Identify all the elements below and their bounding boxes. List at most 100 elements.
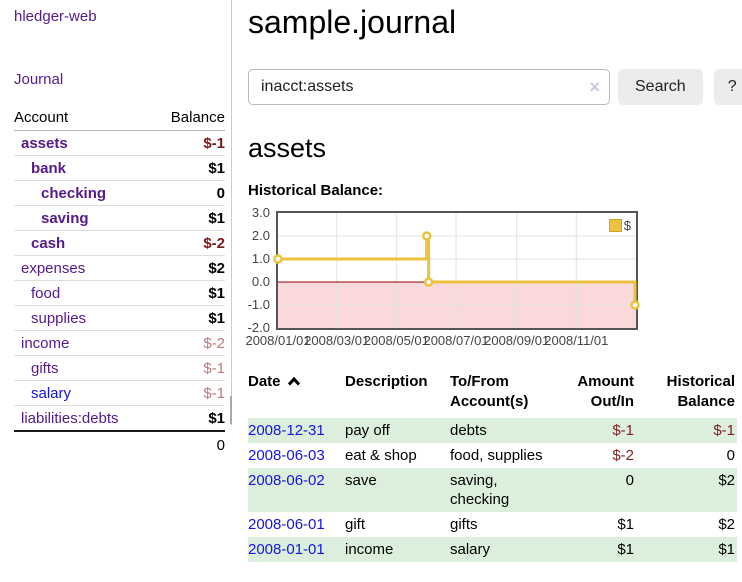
account-link-saving[interactable]: saving	[41, 210, 89, 227]
account-row: salary $-1	[14, 380, 225, 406]
transaction-date-link[interactable]: 2008-01-01	[248, 541, 325, 558]
transaction-description: gift	[345, 516, 366, 533]
account-heading: assets	[248, 133, 327, 163]
account-row: gifts $-1	[14, 355, 225, 381]
account-link-cash[interactable]: cash	[31, 235, 66, 252]
account-link-checking[interactable]: checking	[41, 185, 107, 202]
account-balance: $-2	[152, 330, 225, 356]
account-balance: $2	[152, 255, 225, 281]
transaction-description: pay off	[345, 422, 390, 439]
register-col-balance: Historical Balance	[666, 373, 735, 410]
transaction-row: 2008-06-02 save saving, checking 0 $2	[248, 468, 737, 512]
transaction-amount: 0	[625, 472, 634, 489]
account-balance: $-2	[152, 230, 225, 256]
page-title: sample.journal	[248, 4, 457, 40]
y-tick-label: -1.0	[247, 297, 270, 312]
register-col-description: Description	[345, 373, 428, 390]
transaction-balance: $-1	[713, 422, 735, 439]
balance-chart-plot: $	[273, 211, 640, 330]
y-tick-label: 3.0	[251, 205, 270, 220]
x-axis-labels: 2008/01/01 2008/03/01 2008/05/01 2008/07/01…	[245, 330, 636, 348]
account-balance: $-1	[152, 380, 225, 406]
transaction-date-link[interactable]: 2008-06-03	[248, 447, 325, 464]
page: hledger-web Journal Account Balance asse…	[0, 0, 742, 562]
search-form: × Search ?	[248, 69, 742, 105]
x-tick-label: 2008/07/01	[423, 333, 489, 348]
chart-legend: $	[608, 218, 631, 233]
transaction-balance: $2	[718, 472, 735, 489]
search-button[interactable]: Search	[618, 69, 703, 105]
y-tick-label: 0.0	[251, 274, 270, 289]
transaction-balance: 0	[726, 447, 735, 464]
accounts-col-account: Account	[14, 106, 153, 131]
accounts-col-balance: Balance	[152, 106, 225, 131]
account-row: saving $1	[14, 205, 225, 231]
register-header-row: Date Description To/From Account(s) Amoun…	[248, 370, 737, 418]
account-balance: $-1	[152, 130, 225, 156]
transaction-date-link[interactable]: 2008-12-31	[248, 422, 325, 439]
account-balance: $1	[152, 155, 225, 181]
chart-title: Historical Balance:	[248, 182, 384, 199]
chart-canvas	[273, 213, 640, 328]
transaction-row: 2008-06-01 gift gifts $1 $2	[248, 512, 737, 537]
account-row: supplies $1	[14, 305, 225, 331]
transaction-row: 2008-01-01 income salary $1 $1	[248, 537, 737, 562]
x-tick-label: 2008/01/01	[245, 333, 311, 348]
account-balance: $1	[152, 205, 225, 231]
sidebar-scrollbar-thumb[interactable]	[230, 396, 232, 424]
transaction-description: income	[345, 541, 394, 558]
account-balance: $-1	[152, 355, 225, 381]
transaction-row: 2008-12-31 pay off debts $-1 $-1	[248, 418, 737, 443]
main-content: sample.journal × Search ? assets Histori…	[232, 0, 742, 562]
account-row: checking 0	[14, 180, 225, 206]
sidebar-divider	[231, 0, 232, 425]
sort-ascending-icon[interactable]	[287, 376, 301, 387]
search-input[interactable]	[248, 69, 610, 105]
transaction-balance: $2	[718, 516, 735, 533]
transaction-date-link[interactable]: 2008-06-02	[248, 472, 325, 489]
account-link-supplies[interactable]: supplies	[31, 310, 87, 327]
transaction-description: eat & shop	[345, 447, 417, 464]
account-link-expenses[interactable]: expenses	[21, 260, 86, 277]
accounts-header-row: Account Balance	[14, 106, 225, 131]
register-table: Date Description To/From Account(s) Amoun…	[248, 370, 737, 562]
accounts-total-balance: 0	[152, 430, 225, 457]
x-tick-label: 2008/03/01	[304, 333, 370, 348]
account-row: income $-2	[14, 330, 225, 356]
transaction-accounts: food, supplies	[450, 447, 543, 464]
sidebar-item-journal[interactable]: Journal	[14, 71, 64, 88]
account-link-gifts[interactable]: gifts	[31, 360, 59, 377]
account-link-salary[interactable]: salary	[31, 385, 72, 402]
y-axis-labels: 3.0 2.0 1.0 0.0 -1.0 -2.0	[247, 206, 273, 335]
transaction-balance: $1	[718, 541, 735, 558]
register-col-date[interactable]: Date	[248, 370, 345, 418]
transaction-amount: $-2	[612, 447, 634, 464]
transaction-amount: $1	[617, 541, 634, 558]
account-row: bank $1	[14, 155, 225, 181]
sidebar: hledger-web Journal Account Balance asse…	[0, 0, 232, 562]
transaction-date-link[interactable]: 2008-06-01	[248, 516, 325, 533]
transaction-amount: $-1	[612, 422, 634, 439]
balance-chart: 3.0 2.0 1.0 0.0 -1.0 -2.0 $	[247, 206, 742, 335]
legend-label: $	[623, 218, 631, 233]
accounts-table: Account Balance assets $-1 bank $1 check…	[14, 106, 225, 457]
account-balance: $1	[152, 280, 225, 306]
account-link-liabilities-debts[interactable]: liabilities:debts	[21, 410, 119, 427]
help-button[interactable]: ?	[713, 69, 742, 105]
y-tick-label: 2.0	[251, 228, 270, 243]
transaction-description: save	[345, 472, 377, 489]
legend-swatch-icon	[608, 219, 622, 232]
account-link-assets[interactable]: assets	[21, 135, 68, 152]
account-balance: $1	[152, 405, 225, 432]
x-tick-label: 2008/05/01	[363, 333, 429, 348]
transaction-amount: $1	[617, 516, 634, 533]
app-title-link[interactable]: hledger-web	[14, 8, 97, 25]
account-link-income[interactable]: income	[21, 335, 70, 352]
account-link-bank[interactable]: bank	[31, 160, 67, 177]
transaction-accounts: debts	[450, 422, 487, 439]
account-row: food $1	[14, 280, 225, 306]
account-link-food[interactable]: food	[31, 285, 61, 302]
clear-search-icon[interactable]: ×	[589, 77, 600, 97]
x-tick-label: 2008/11/01	[544, 333, 609, 348]
transaction-accounts: salary	[450, 541, 491, 558]
